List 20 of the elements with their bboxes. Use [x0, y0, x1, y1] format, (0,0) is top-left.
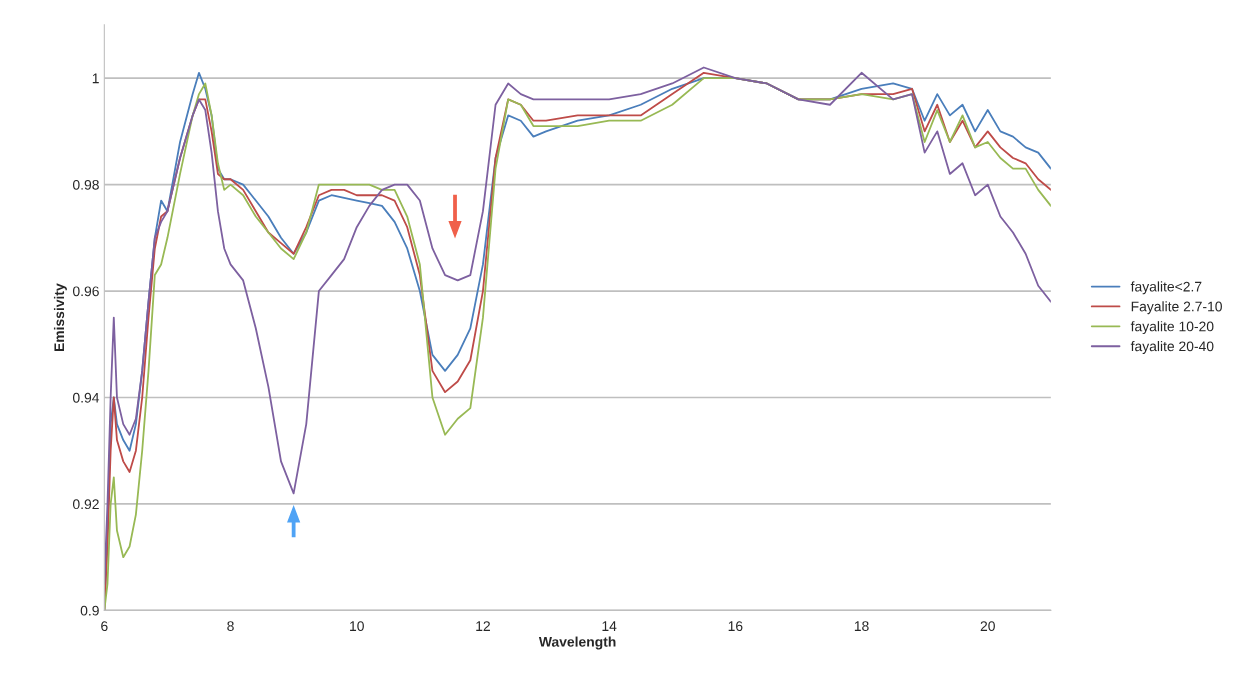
legend-label: fayalite 20-40 — [1130, 341, 1214, 354]
legend-label: fayalite<2.7 — [1130, 281, 1202, 295]
y-tick-label: 0.92 — [72, 499, 99, 510]
x-tick-label: 8 — [227, 621, 234, 632]
y-tick-label: 1 — [92, 73, 99, 84]
x-tick-label: 14 — [602, 621, 617, 631]
x-axis-title: Wavelength — [538, 636, 616, 650]
legend-label: fayalite 10-20 — [1130, 321, 1214, 335]
x-tick-label: 10 — [350, 621, 364, 632]
x-tick-label: 20 — [980, 621, 995, 632]
x-tick-label: 12 — [476, 621, 490, 631]
x-tick-label: 18 — [854, 621, 869, 632]
y-tick-label: 0.96 — [72, 286, 99, 297]
x-tick-label: 16 — [728, 621, 743, 632]
x-tick-label: 6 — [101, 621, 108, 632]
y-tick-label: 0.9 — [80, 605, 99, 616]
y-tick-label: 0.98 — [72, 179, 99, 190]
legend-label: Fayalite 2.7-10 — [1131, 301, 1222, 315]
y-tick-label: 0.94 — [72, 392, 100, 403]
y-axis-title: Emissivity — [53, 283, 67, 352]
